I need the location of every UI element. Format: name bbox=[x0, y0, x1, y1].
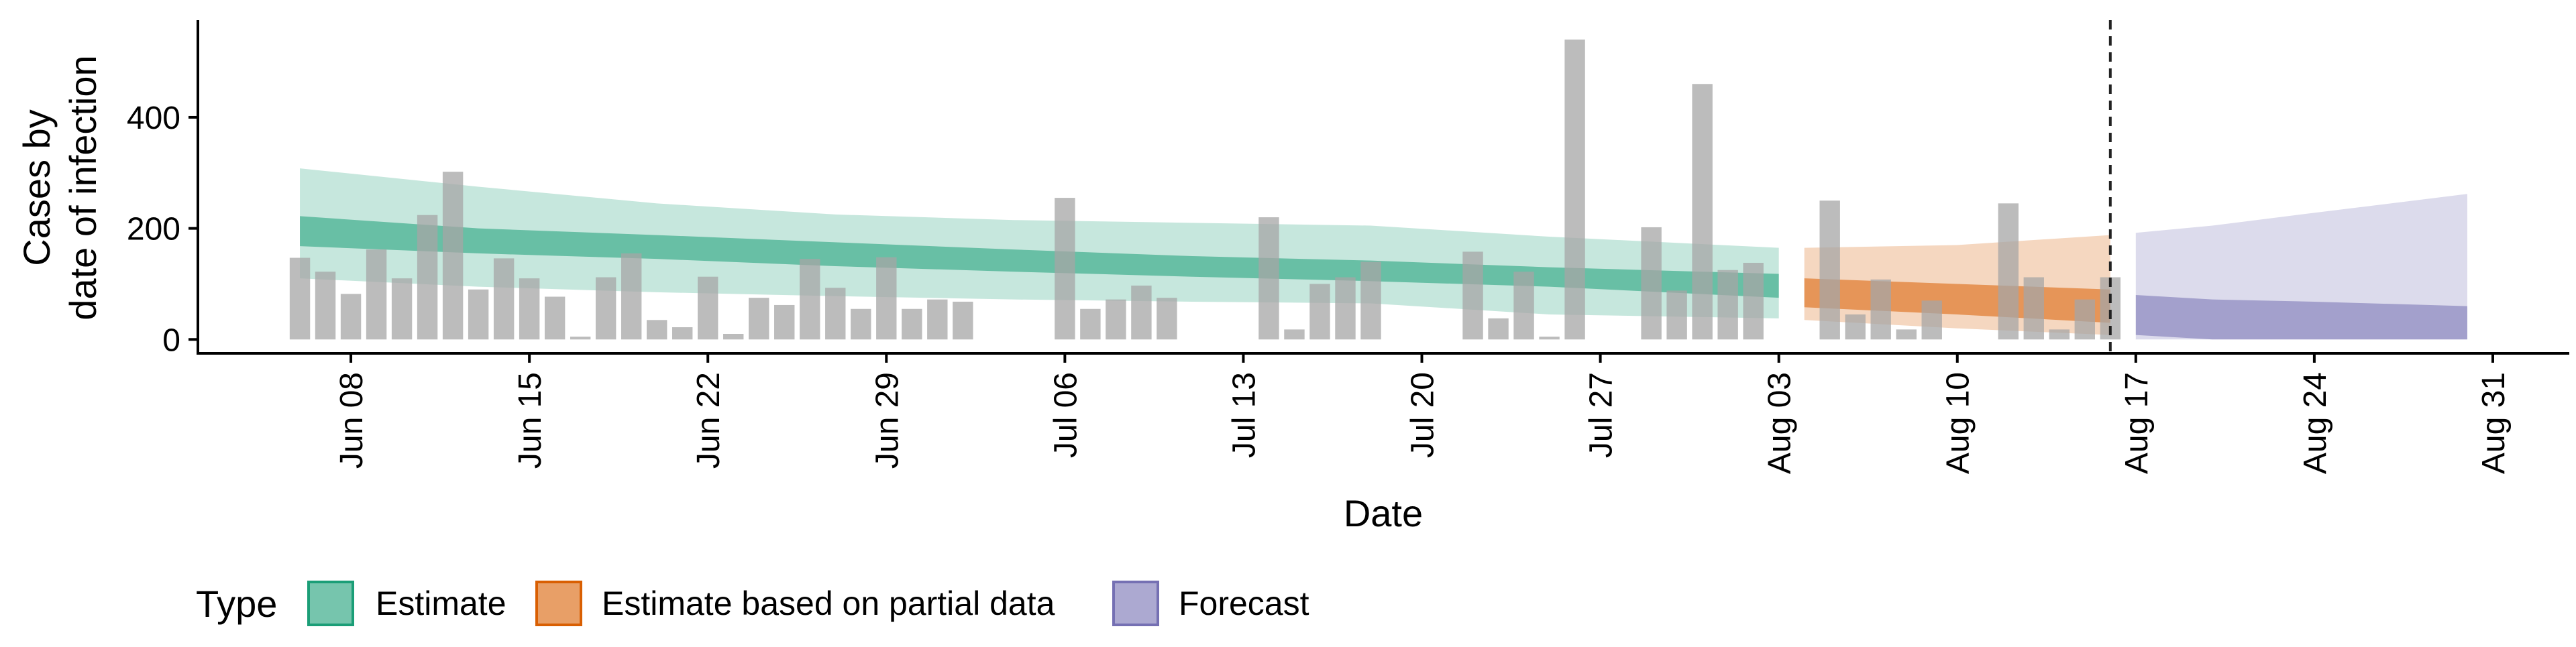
bar bbox=[825, 288, 846, 340]
x-tick-label: Aug 03 bbox=[1762, 372, 1798, 474]
legend-label-forecast: Forecast bbox=[1179, 585, 1309, 622]
bar bbox=[1258, 217, 1279, 340]
bar bbox=[774, 304, 795, 340]
bar bbox=[417, 215, 438, 340]
legend-title: Type bbox=[196, 583, 277, 625]
bar bbox=[1564, 39, 1585, 340]
estimate-inner-band bbox=[300, 216, 1779, 298]
bar bbox=[442, 172, 464, 340]
bar bbox=[1666, 290, 1687, 340]
bar bbox=[1131, 285, 1152, 340]
bar bbox=[1717, 270, 1738, 340]
bar bbox=[1870, 279, 1891, 340]
bar bbox=[646, 320, 667, 340]
bar bbox=[1055, 198, 1075, 340]
legend-label-partial: Estimate based on partial data bbox=[602, 585, 1055, 622]
x-tick-label: Jun 08 bbox=[334, 372, 370, 469]
bar bbox=[1921, 300, 1942, 340]
bar bbox=[1513, 272, 1534, 340]
bar bbox=[315, 272, 336, 340]
bar bbox=[391, 278, 413, 340]
bar bbox=[1335, 277, 1356, 340]
bar bbox=[1998, 203, 2019, 340]
bar bbox=[621, 253, 642, 340]
bar bbox=[493, 258, 515, 340]
bar bbox=[1080, 308, 1101, 340]
legend-label-estimate: Estimate bbox=[376, 585, 506, 622]
bar bbox=[1157, 298, 1177, 340]
legend-key-partial bbox=[535, 581, 582, 626]
bar bbox=[1692, 84, 1713, 340]
bar bbox=[2023, 277, 2044, 340]
y-tick-label: 200 bbox=[127, 212, 180, 247]
bar bbox=[1488, 318, 1509, 340]
bar bbox=[468, 289, 489, 340]
bar bbox=[2074, 299, 2095, 340]
bar bbox=[672, 327, 693, 340]
legend-key-forecast bbox=[1112, 581, 1159, 626]
bar bbox=[519, 278, 540, 340]
x-tick-label: Jun 22 bbox=[691, 372, 727, 469]
bar bbox=[876, 257, 897, 340]
bar bbox=[1284, 329, 1305, 340]
bar bbox=[749, 298, 769, 340]
bar bbox=[851, 308, 871, 340]
x-tick-label: Jul 27 bbox=[1584, 372, 1619, 458]
forecast-inner-band bbox=[2135, 295, 2467, 340]
bar bbox=[595, 277, 616, 340]
bar bbox=[570, 337, 591, 340]
bar bbox=[1641, 227, 1662, 340]
bar bbox=[1309, 284, 1330, 340]
y-axis-ticks: 0 200 400 bbox=[127, 101, 198, 358]
y-axis-label-line1: Cases by bbox=[15, 109, 58, 266]
x-tick-label: Jul 06 bbox=[1048, 372, 1083, 458]
bar bbox=[1360, 261, 1381, 340]
bar bbox=[902, 308, 922, 340]
bar bbox=[1819, 200, 1840, 340]
bar bbox=[927, 299, 948, 340]
bar bbox=[800, 259, 820, 340]
x-tick-label: Jul 13 bbox=[1226, 372, 1262, 458]
bar bbox=[723, 334, 744, 340]
bar bbox=[1462, 251, 1483, 340]
x-tick-label: Jul 20 bbox=[1405, 372, 1441, 458]
legend: Type Estimate Estimate based on partial … bbox=[196, 581, 1309, 626]
y-tick-label: 400 bbox=[127, 101, 180, 136]
y-axis-label-line2: date of infection bbox=[62, 55, 104, 320]
x-tick-label: Aug 10 bbox=[1941, 372, 1976, 474]
y-tick-label: 0 bbox=[162, 322, 180, 358]
bar bbox=[1743, 262, 1764, 340]
x-tick-label: Jun 29 bbox=[869, 372, 905, 469]
bar bbox=[1896, 329, 1917, 340]
x-tick-label: Aug 31 bbox=[2476, 372, 2512, 474]
legend-key-estimate bbox=[307, 581, 354, 626]
x-tick-label: Aug 17 bbox=[2119, 372, 2155, 474]
x-axis-ticks: Jun 08 Jun 15 Jun 22 Jun 29 Jul 06 Jul 13 Jul … bbox=[334, 353, 2512, 474]
bar bbox=[289, 257, 311, 340]
bar bbox=[953, 301, 973, 340]
bar bbox=[1106, 299, 1126, 340]
bar bbox=[340, 294, 362, 340]
bar bbox=[366, 249, 387, 340]
x-tick-label: Jun 15 bbox=[513, 372, 548, 469]
bars-layer bbox=[289, 39, 2121, 340]
x-tick-label: Aug 24 bbox=[2298, 372, 2333, 474]
x-axis-title: Date bbox=[1344, 492, 1423, 534]
bar bbox=[544, 296, 566, 340]
bar bbox=[698, 276, 718, 340]
bar bbox=[1539, 337, 1560, 340]
bar bbox=[2049, 329, 2070, 340]
bar bbox=[1845, 314, 1866, 340]
